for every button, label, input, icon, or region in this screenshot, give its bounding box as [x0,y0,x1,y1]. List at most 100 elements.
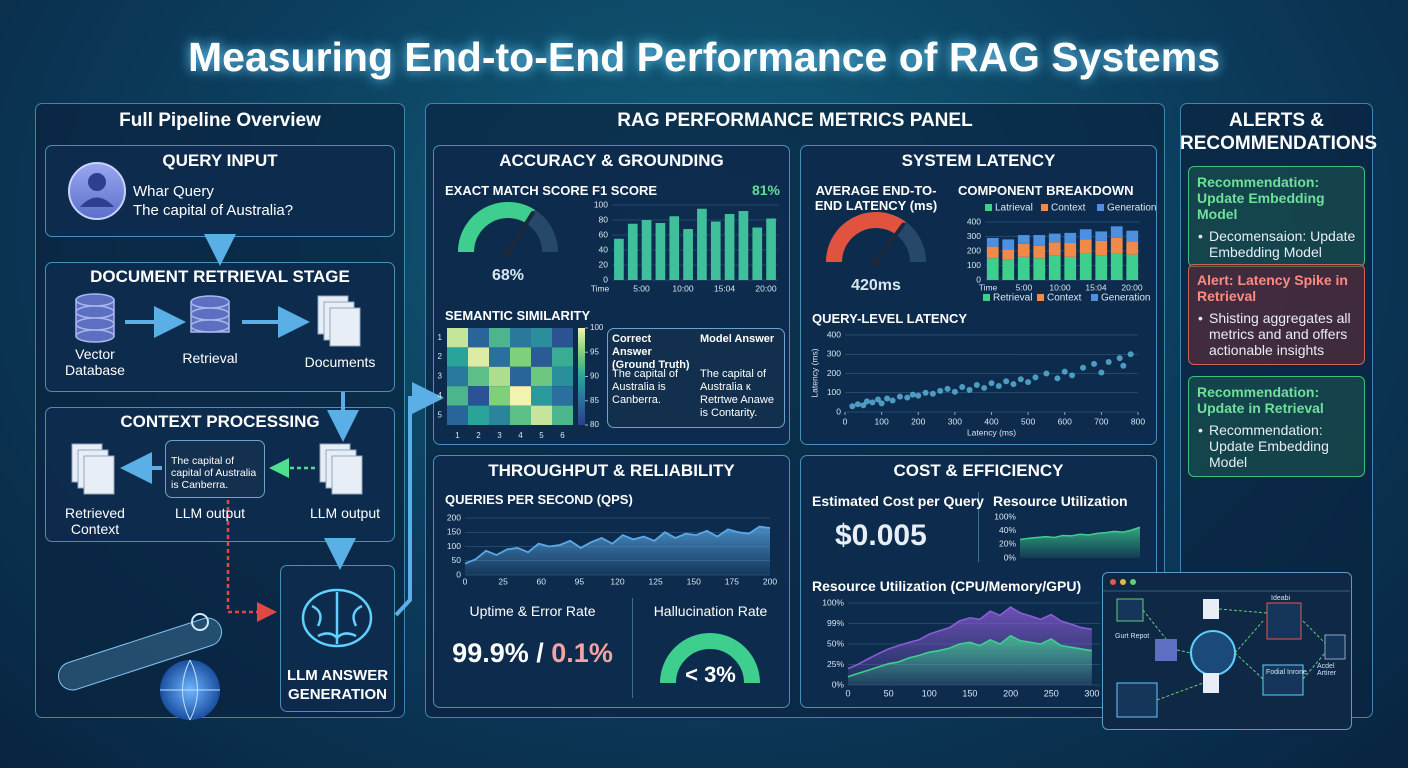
stage-label: LLM output [309,505,381,521]
colorbar-label: 95 [590,347,599,356]
scatter-point [869,399,876,406]
legend-label: Generation [1107,203,1156,214]
card-title: THROUGHPUT & RELIABILITY [488,461,735,480]
x-tick-label: 60 [537,576,547,586]
stacked-bar [1079,239,1092,254]
metric-label: AVERAGE END-TO-END LATENCY (ms) [814,183,938,213]
heat-cell [552,366,573,387]
alert-body: Shisting aggregates all metrics and and … [1189,308,1364,364]
x-tick-label: 100 [922,688,937,698]
line [464,525,771,565]
y-tick-label: 100% [822,597,844,607]
gauge-needle [874,222,906,264]
y-tick-label: 100 [447,541,461,551]
metric-label: Resource Utilization (CPU/Memory/GPU) [812,578,1082,594]
y-tick-label: 100 [594,199,608,209]
x-tick-label: 3 [497,431,502,440]
stacked-bar [1064,243,1077,257]
scatter-point [1080,364,1087,371]
scatter-point [1105,358,1112,365]
panel-title: Full Pipeline Overview [119,110,321,131]
card-title: LLM ANSWER GENERATION [286,667,389,703]
x-tick-label: 1 [455,431,460,440]
hallucination-value: < 3% [685,662,736,687]
stacked-bar [1033,245,1046,259]
scatter-point [1010,381,1017,388]
scatter-point [854,401,861,408]
y-tick-label: 25% [827,659,844,669]
stacked-bar [1110,226,1123,238]
x-tick-label: 50 [884,688,894,698]
stacked-bar [1126,241,1139,255]
y-tick-label: 3 [438,372,443,381]
y-tick-label: 300 [827,349,841,359]
scatter-point [1116,355,1123,362]
bar [766,218,776,280]
legend-label: Generation [1101,293,1150,304]
scatter-point [1069,372,1076,379]
f1-score: 81% [751,182,780,198]
alert-card: Recommendation: Update Embedding ModelDe… [1188,166,1365,267]
scatter-point [1061,368,1068,375]
stacked-bar [1079,253,1092,280]
heat-cell [468,328,489,348]
stacked-bar [1048,242,1061,256]
metric-label: SEMANTIC SIMILARITY [445,308,591,323]
bar [641,220,652,280]
y-tick-label: 60 [599,229,609,239]
scatter-point [973,382,980,389]
y-tick-label: 100 [967,260,981,270]
x-tick-label: 250 [1044,688,1059,698]
y-tick-label: 100% [994,511,1016,521]
snippet-box [165,440,265,498]
x-tick-label: 200 [911,416,925,426]
separator: / [536,638,544,668]
scatter-point [981,384,988,391]
x-tick-label: 0 [843,416,848,426]
x-tick-label: 4 [518,431,523,440]
query-line: Whar Query [133,183,214,200]
line [1019,526,1141,541]
area [1020,527,1140,558]
stacked-bar [1095,255,1108,280]
inset-label: Fodial Inrone [1266,669,1307,676]
scatter-point [929,390,936,397]
alert-body: Decomensaion: Update Embedding Model [1189,226,1364,266]
alert-card: Alert: Latency Spike in Retrieval Shistin… [1188,264,1365,365]
uptime-value: 99.9% / 0.1% [433,638,632,669]
divider [978,492,979,562]
heat-cell [447,405,468,425]
y-tick-label: 1 [438,333,443,342]
scatter-point [860,402,867,409]
gauge-value [458,202,535,253]
legend-swatch [1037,294,1044,301]
x-tick-label: 10:00 [1049,282,1071,292]
alert-card: Recommendation: Update in Retrieval Recom… [1188,376,1365,477]
inset-label: Acdel Artirer [1317,663,1337,677]
area [465,526,770,575]
search-graphic [57,613,223,721]
y-tick-label: 200 [827,368,841,378]
legend-swatch [985,204,992,211]
heat-cell [447,347,468,367]
y-tick-label: 400 [967,216,981,226]
stacked-bar [1002,259,1015,280]
x-tick-label: 200 [1003,688,1018,698]
stacked-bar [986,258,999,280]
scatter-point [1091,360,1098,367]
scatter-point [1120,362,1127,369]
y-tick-label: 0% [832,679,845,689]
scatter-point [988,380,995,387]
divider [632,598,633,698]
bar [669,216,680,280]
user-icon [68,162,126,220]
heat-cell [468,386,489,406]
scatter-point [959,383,966,390]
alert-title: Recommendation: Update in Retrieval [1197,384,1324,416]
bar [738,211,749,280]
heat-cell [552,328,573,348]
heat-cell [510,386,531,406]
cost-value: $0.005 [835,519,927,552]
area [848,635,1092,685]
gauge-label: 68% [492,267,524,284]
